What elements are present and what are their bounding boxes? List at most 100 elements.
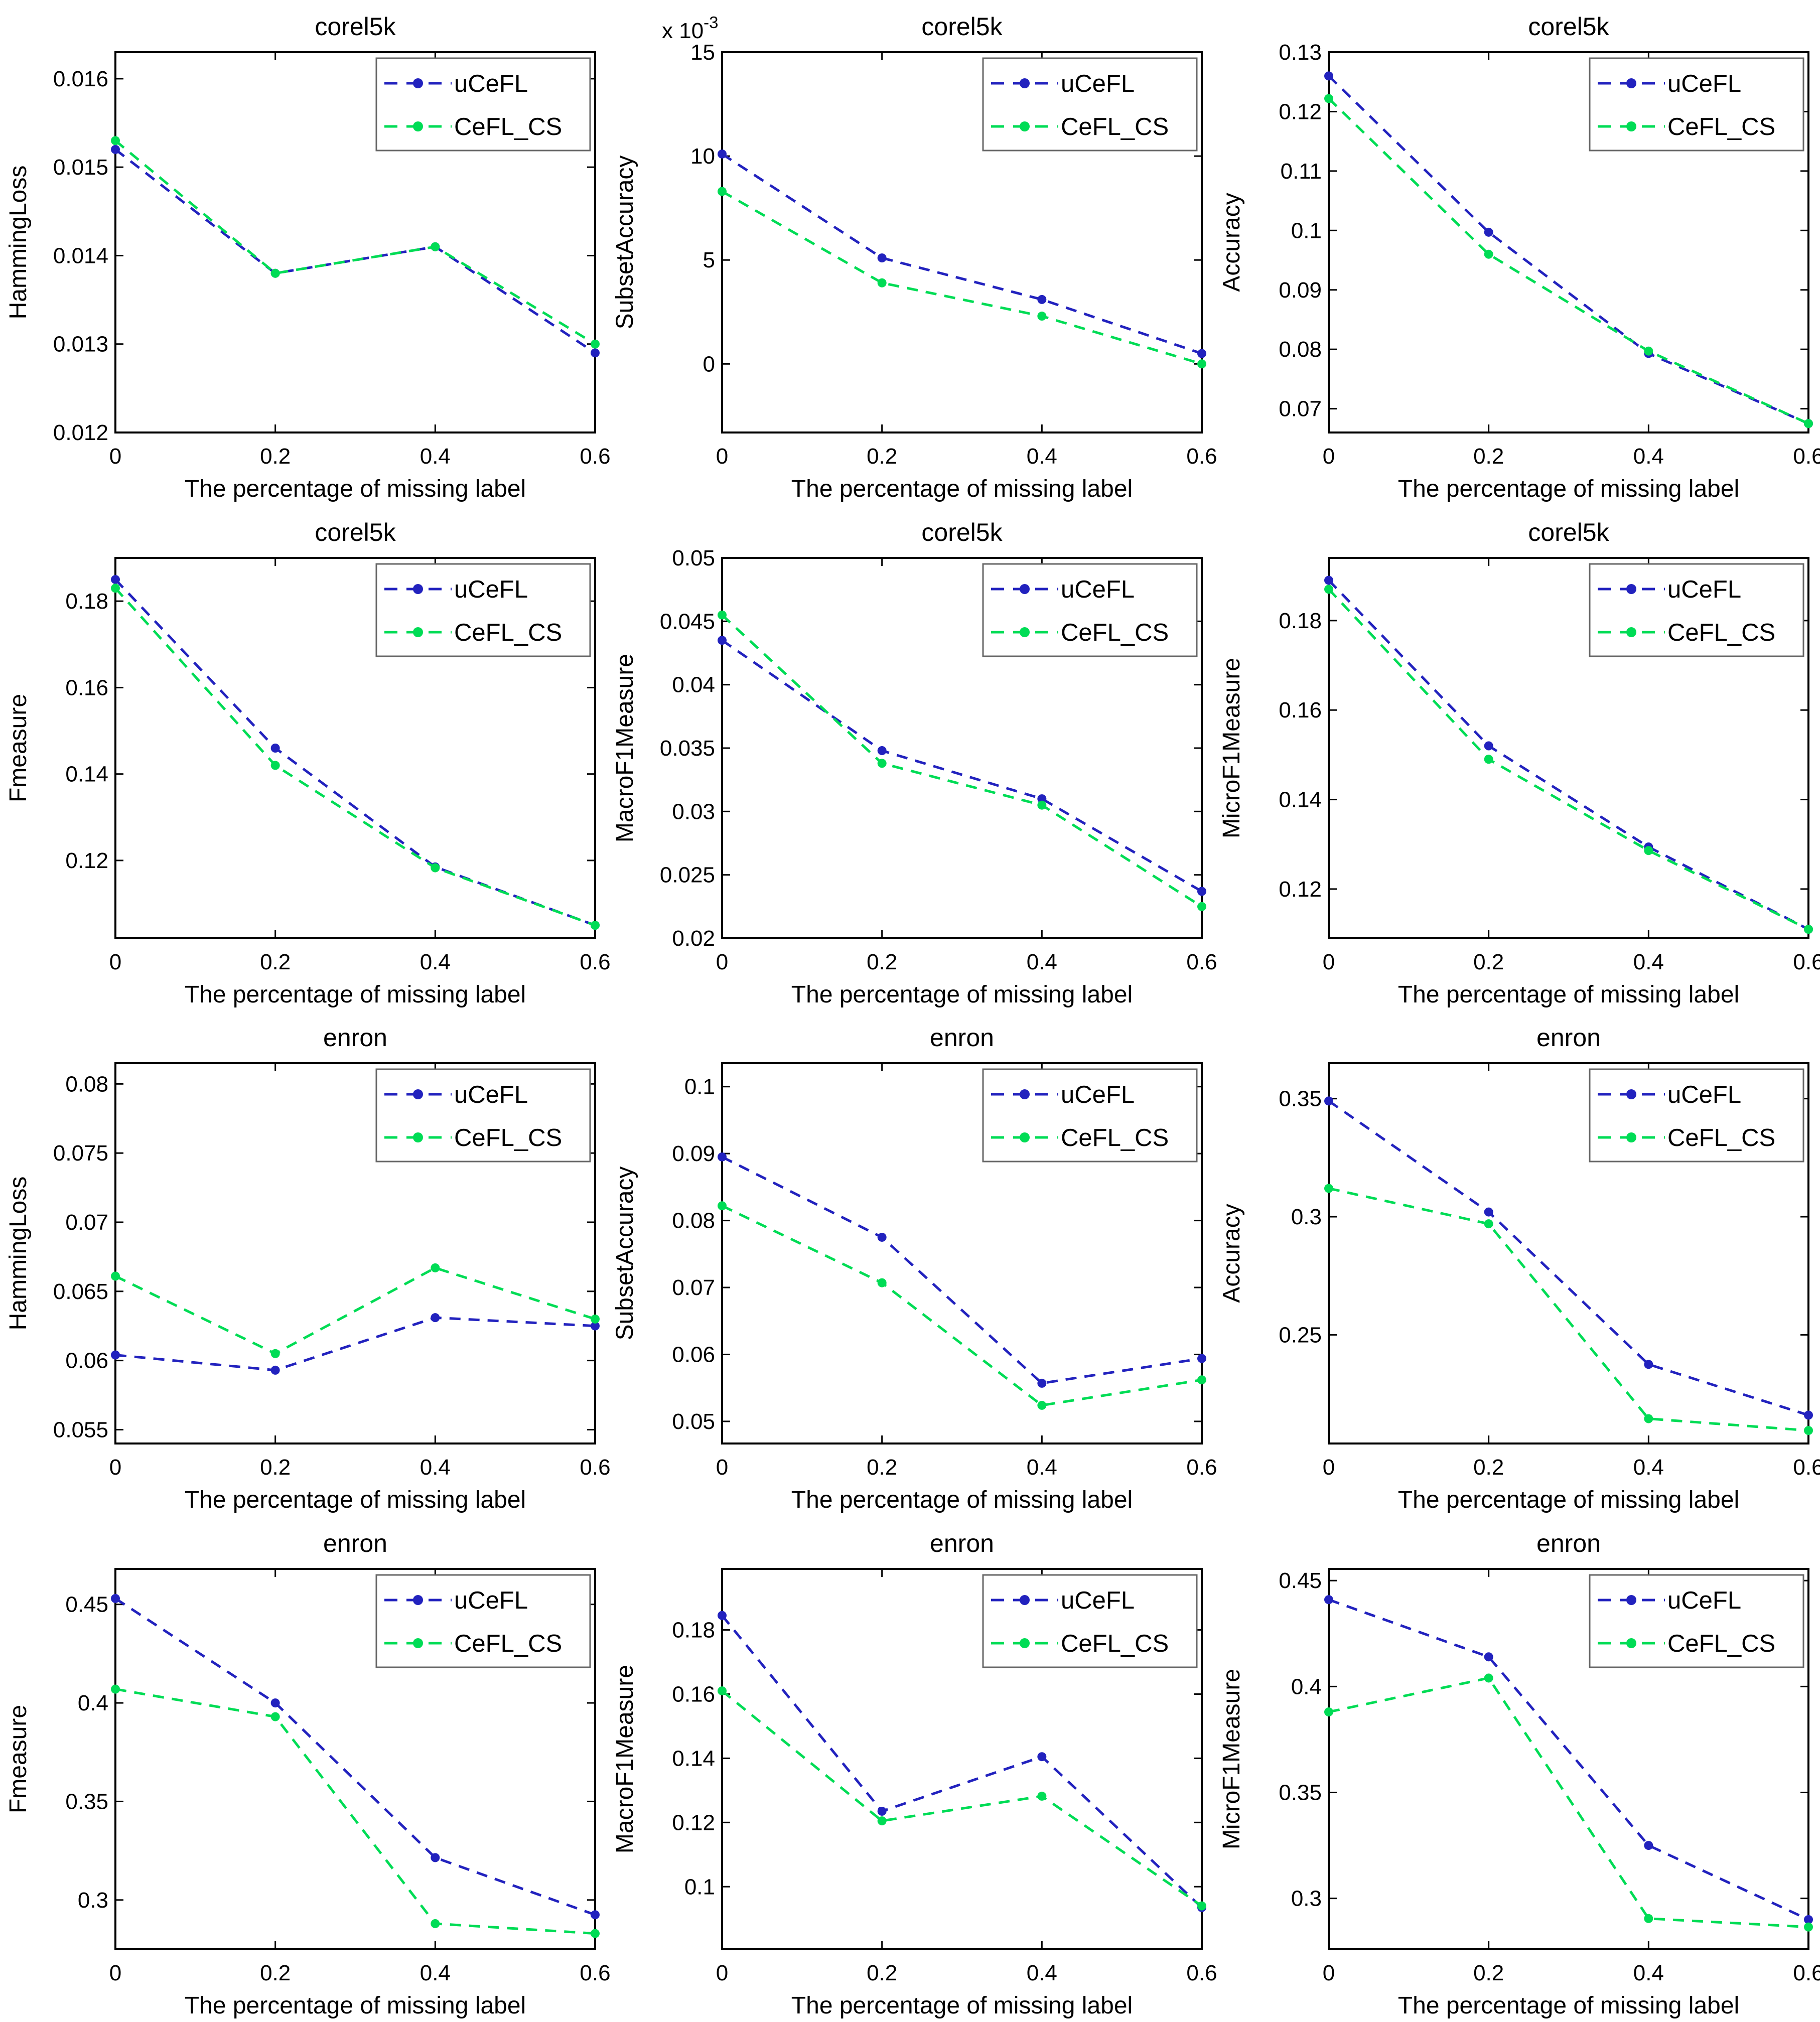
legend-box — [375, 1068, 591, 1163]
y-tick-label: 0.14 — [1279, 787, 1322, 812]
legend-label-CeFL_CS: CeFL_CS — [454, 1630, 562, 1657]
subplot-enron-macrof1measure: 0 0.2 0.4 0.6 0.1 0.12 0.14 0.16 0.18 uCeFL CeFL_C… — [612, 1529, 1217, 2019]
legend-box — [1589, 57, 1804, 152]
data-point-CeFL_CS — [877, 1816, 887, 1825]
y-tick-label: 10 — [690, 144, 715, 169]
data-point-CeFL_CS — [431, 1919, 440, 1928]
subplot-corel5k-macrof1measure: 0 0.2 0.4 0.6 0.02 0.025 0.03 0.035 0.04 0.045 0.0… — [612, 518, 1217, 1008]
data-point-CeFL_CS — [111, 1271, 120, 1281]
data-point-uCeFL — [718, 1152, 727, 1162]
y-tick-label: 0.06 — [672, 1343, 715, 1367]
x-tick-label: 0.4 — [1027, 950, 1057, 974]
y-tick-label: 0.1 — [684, 1075, 715, 1099]
x-tick-label: 0.4 — [1027, 1961, 1057, 1985]
subplot-corel5k-accuracy: 0 0.2 0.4 0.6 0.07 0.08 0.09 0.1 0.11 0.12 0.13 uCe… — [1218, 13, 1820, 502]
y-axis-label: MacroF1Measure — [612, 1664, 638, 1853]
legend-label-CeFL_CS: CeFL_CS — [1061, 1630, 1169, 1657]
y-tick-label: 0.08 — [1279, 337, 1322, 362]
data-point-uCeFL — [1324, 71, 1333, 81]
subplot-corel5k-fmeasure: 0 0.2 0.4 0.6 0.12 0.14 0.16 0.18 uCeFL CeFL_CS co… — [5, 518, 611, 1008]
data-point-CeFL_CS — [718, 610, 727, 620]
y-tick-label: 0.055 — [53, 1417, 108, 1442]
legend-label-uCeFL: uCeFL — [1061, 1587, 1135, 1614]
data-point-uCeFL — [270, 743, 280, 753]
series-line-CeFL_CS — [721, 614, 1203, 908]
data-point-CeFL_CS — [1197, 1375, 1206, 1385]
legend-marker-CeFL_CS — [1020, 627, 1030, 637]
data-point-uCeFL — [1484, 1207, 1493, 1217]
data-point-CeFL_CS — [431, 863, 440, 873]
y-tick-label: 15 — [690, 40, 715, 65]
legend-label-uCeFL: uCeFL — [454, 1587, 528, 1614]
data-point-uCeFL — [1804, 1410, 1813, 1420]
subplot-cell-corel5k-accuracy: 0 0.2 0.4 0.6 0.07 0.08 0.09 0.1 0.11 0.12 0.13 uCe… — [1213, 0, 1820, 505]
legend-marker-uCeFL — [1626, 78, 1636, 88]
y-axis-label: MicroF1Measure — [1218, 1668, 1245, 1849]
legend: uCeFL CeFL_CS — [982, 563, 1198, 657]
subplot-cell-corel5k-fmeasure: 0 0.2 0.4 0.6 0.12 0.14 0.16 0.18 uCeFL CeFL_CS co… — [0, 506, 611, 1011]
legend-marker-CeFL_CS — [1626, 627, 1636, 637]
series-line-CeFL_CS — [721, 1689, 1203, 1907]
legend-label-CeFL_CS: CeFL_CS — [454, 113, 562, 140]
legend-box — [1589, 563, 1804, 657]
legend: uCeFL CeFL_CS — [1589, 1574, 1804, 1668]
legend-box — [375, 57, 591, 152]
y-tick-label: 0.4 — [1291, 1674, 1322, 1699]
series-line-CeFL_CS — [115, 1687, 596, 1935]
series-line-uCeFL — [114, 148, 596, 354]
data-point-CeFL_CS — [111, 136, 120, 146]
legend-label-CeFL_CS: CeFL_CS — [454, 619, 562, 646]
data-point-uCeFL — [1197, 349, 1206, 358]
series-line-uCeFL — [114, 578, 596, 927]
data-point-CeFL_CS — [111, 583, 120, 593]
data-point-uCeFL — [1324, 1595, 1333, 1604]
y-tick-label: 0.04 — [672, 672, 715, 697]
legend: uCeFL CeFL_CS — [375, 57, 591, 152]
y-axis-label: Accuracy — [1218, 193, 1245, 292]
y-tick-label: 0.07 — [65, 1210, 108, 1235]
legend: uCeFL CeFL_CS — [375, 1068, 591, 1163]
y-tick-label: 0.065 — [53, 1279, 108, 1304]
y-tick-label: 0.13 — [1279, 40, 1322, 65]
y-tick-label: 0.35 — [65, 1789, 108, 1814]
y-tick-label: 0.16 — [672, 1682, 715, 1706]
data-point-uCeFL — [718, 1611, 727, 1620]
series-line-CeFL_CS — [114, 139, 596, 345]
y-tick-label: 0.05 — [672, 1409, 715, 1434]
y-tick-label: 0.05 — [672, 546, 715, 570]
x-tick-label: 0 — [1323, 444, 1335, 469]
y-tick-label: 0.014 — [53, 243, 108, 268]
y-tick-label: 0.075 — [53, 1141, 108, 1166]
legend-label-uCeFL: uCeFL — [1061, 70, 1135, 97]
data-point-uCeFL — [591, 348, 600, 358]
y-tick-label: 0.07 — [1279, 397, 1322, 421]
y-tick-label: 0.035 — [660, 736, 715, 761]
data-point-CeFL_CS — [1197, 359, 1206, 369]
y-axis-label: MacroF1Measure — [612, 653, 638, 842]
y-tick-label: 0.35 — [1279, 1087, 1322, 1111]
x-tick-label: 0.6 — [1186, 1961, 1217, 1985]
y-tick-label: 0.09 — [1279, 278, 1322, 303]
data-point-uCeFL — [431, 1852, 440, 1862]
data-point-CeFL_CS — [718, 1201, 727, 1211]
legend-label-uCeFL: uCeFL — [1667, 70, 1741, 97]
y-tick-label: 0.016 — [53, 67, 108, 91]
data-point-CeFL_CS — [591, 339, 600, 349]
x-tick-label: 0.2 — [1473, 444, 1504, 469]
x-tick-label: 0.6 — [580, 444, 610, 469]
data-point-CeFL_CS — [1197, 1901, 1206, 1911]
data-point-uCeFL — [1644, 1360, 1653, 1369]
subplot-cell-corel5k-macrof1measure: 0 0.2 0.4 0.6 0.02 0.025 0.03 0.035 0.04 0.045 0.0… — [607, 506, 1217, 1011]
x-tick-label: 0 — [716, 950, 728, 974]
legend: uCeFL CeFL_CS — [1589, 1068, 1804, 1163]
subplot-enron-hammingloss: 0 0.2 0.4 0.6 0.055 0.06 0.065 0.07 0.075 0.08 uCe… — [5, 1024, 611, 1513]
y-axis-scale-label: x 10-3 — [662, 13, 719, 43]
legend-marker-CeFL_CS — [1626, 1638, 1636, 1648]
subplot-cell-corel5k-hammingloss: 0 0.2 0.4 0.6 0.012 0.013 0.014 0.015 0.016 uCeFL… — [0, 0, 611, 505]
data-point-uCeFL — [1484, 227, 1493, 237]
data-point-CeFL_CS — [1037, 1791, 1047, 1801]
data-point-uCeFL — [1804, 1915, 1813, 1924]
data-point-CeFL_CS — [1484, 1219, 1493, 1229]
subplot-cell-enron-microf1measure: 0 0.2 0.4 0.6 0.3 0.35 0.4 0.45 uCeFL CeFL_CS enro… — [1213, 1517, 1820, 2022]
